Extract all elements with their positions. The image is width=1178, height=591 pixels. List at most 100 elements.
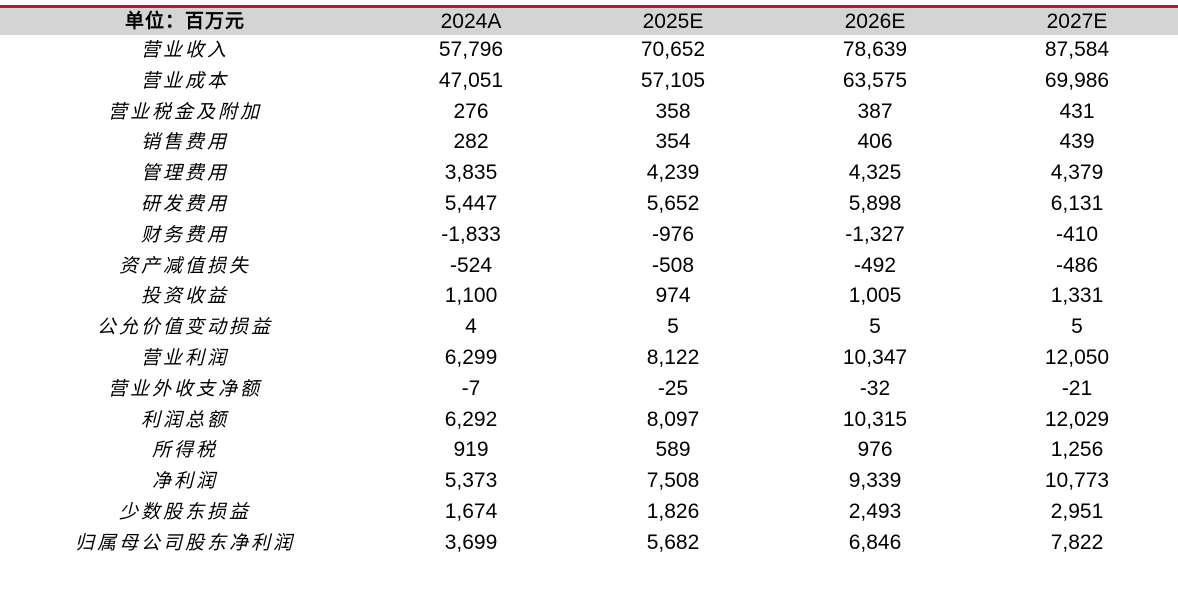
- value-cell: 69,986: [1044, 68, 1110, 92]
- row-label: 投资收益: [140, 285, 229, 308]
- value-cell: -486: [1055, 253, 1099, 277]
- income-statement-table: 单位：百万元 2024A 2025E 2026E 2027E 营业收入 57,79…: [0, 8, 1178, 559]
- table-row: 利润总额 6,292 8,097 10,315 12,029: [0, 405, 1178, 436]
- table-row: 净利润 5,373 7,508 9,339 10,773: [0, 466, 1178, 497]
- row-label: 销售费用: [140, 131, 229, 154]
- value-cell: -492: [853, 253, 897, 277]
- table-row: 管理费用 3,835 4,239 4,325 4,379: [0, 158, 1178, 189]
- row-label: 营业收入: [140, 39, 229, 61]
- value-cell: 387: [857, 99, 893, 123]
- row-label: 营业成本: [140, 69, 229, 92]
- value-cell: 5: [1071, 315, 1083, 339]
- value-cell: 8,122: [646, 345, 700, 369]
- row-label: 营业税金及附加: [107, 100, 262, 123]
- value-cell: 5,447: [444, 191, 498, 215]
- value-cell: 282: [453, 130, 489, 154]
- value-cell: 5: [667, 315, 679, 339]
- top-accent-line: [0, 5, 1178, 8]
- value-cell: 431: [1059, 99, 1095, 123]
- table-row: 归属母公司股东净利润 3,699 5,682 6,846 7,822: [0, 528, 1178, 559]
- value-cell: -524: [449, 253, 493, 277]
- value-cell: -32: [859, 376, 891, 400]
- value-cell: 5: [869, 315, 881, 339]
- value-cell: 439: [1059, 130, 1095, 154]
- value-cell: -25: [657, 376, 689, 400]
- table-row: 财务费用 -1,833 -976 -1,327 -410: [0, 220, 1178, 251]
- value-cell: 4,325: [848, 161, 902, 185]
- table-row: 营业利润 6,299 8,122 10,347 12,050: [0, 343, 1178, 374]
- value-cell: 10,315: [842, 407, 908, 431]
- value-cell: 358: [655, 99, 691, 123]
- year-header: 2026E: [844, 10, 906, 33]
- value-cell: 276: [453, 99, 489, 123]
- table-row: 少数股东损益 1,674 1,826 2,493 2,951: [0, 497, 1178, 528]
- table-row: 投资收益 1,100 974 1,005 1,331: [0, 281, 1178, 312]
- value-cell: 9,339: [848, 469, 902, 493]
- table-row: 研发费用 5,447 5,652 5,898 6,131: [0, 189, 1178, 220]
- row-label: 利润总额: [140, 408, 229, 431]
- value-cell: 10,347: [842, 345, 908, 369]
- value-cell: 47,051: [438, 68, 504, 92]
- row-label: 营业利润: [140, 346, 229, 369]
- row-label: 归属母公司股东净利润: [74, 531, 295, 554]
- value-cell: 10,773: [1044, 469, 1110, 493]
- year-header: 2024A: [440, 10, 502, 33]
- row-label: 净利润: [151, 470, 218, 493]
- value-cell: 63,575: [842, 68, 908, 92]
- value-cell: 70,652: [640, 38, 706, 61]
- value-cell: 1,331: [1050, 284, 1104, 308]
- value-cell: 2,493: [848, 499, 902, 523]
- value-cell: 57,105: [640, 68, 706, 92]
- row-label: 管理费用: [140, 162, 229, 185]
- value-cell: 1,100: [444, 284, 498, 308]
- value-cell: -1,833: [441, 222, 501, 246]
- value-cell: -508: [651, 253, 695, 277]
- value-cell: -976: [651, 222, 695, 246]
- value-cell: -410: [1055, 222, 1099, 246]
- value-cell: 976: [857, 438, 893, 462]
- value-cell: 974: [655, 284, 691, 308]
- value-cell: 57,796: [438, 38, 504, 61]
- table-row: 营业成本 47,051 57,105 63,575 69,986: [0, 66, 1178, 97]
- value-cell: 6,131: [1050, 191, 1104, 215]
- value-cell: 919: [453, 438, 489, 462]
- table-row: 营业外收支净额 -7 -25 -32 -21: [0, 374, 1178, 405]
- value-cell: 5,373: [444, 469, 498, 493]
- table-row: 营业税金及附加 276 358 387 431: [0, 97, 1178, 128]
- value-cell: 6,292: [444, 407, 498, 431]
- table-row: 公允价值变动损益 4 5 5 5: [0, 312, 1178, 343]
- value-cell: 6,846: [848, 530, 902, 554]
- year-header: 2027E: [1046, 10, 1108, 33]
- table-row: 所得税 919 589 976 1,256: [0, 435, 1178, 466]
- row-label: 财务费用: [140, 223, 229, 246]
- value-cell: 1,826: [646, 499, 700, 523]
- value-cell: 2,951: [1050, 499, 1104, 523]
- value-cell: 4: [465, 315, 477, 339]
- row-label: 资产减值损失: [118, 254, 251, 277]
- value-cell: 5,898: [848, 191, 902, 215]
- table-row: 营业收入 57,796 70,652 78,639 87,584: [0, 35, 1178, 66]
- value-cell: 354: [655, 130, 691, 154]
- value-cell: -21: [1061, 376, 1093, 400]
- row-label: 少数股东损益: [118, 500, 251, 523]
- value-cell: 4,239: [646, 161, 700, 185]
- value-cell: 7,822: [1050, 530, 1104, 554]
- value-cell: 6,299: [444, 345, 498, 369]
- value-cell: 1,005: [848, 284, 902, 308]
- value-cell: 1,674: [444, 499, 498, 523]
- year-header: 2025E: [642, 10, 704, 33]
- value-cell: 3,835: [444, 161, 498, 185]
- row-label: 研发费用: [140, 192, 229, 215]
- value-cell: 1,256: [1050, 438, 1104, 462]
- table-row: 资产减值损失 -524 -508 -492 -486: [0, 251, 1178, 282]
- value-cell: -1,327: [845, 222, 905, 246]
- value-cell: 5,652: [646, 191, 700, 215]
- row-label: 所得税: [151, 439, 218, 462]
- value-cell: 78,639: [842, 38, 908, 61]
- value-cell: 87,584: [1044, 38, 1110, 61]
- value-cell: 3,699: [444, 530, 498, 554]
- unit-label: 单位：百万元: [124, 10, 245, 32]
- table-header-row: 单位：百万元 2024A 2025E 2026E 2027E: [0, 8, 1178, 35]
- value-cell: 406: [857, 130, 893, 154]
- value-cell: 589: [655, 438, 691, 462]
